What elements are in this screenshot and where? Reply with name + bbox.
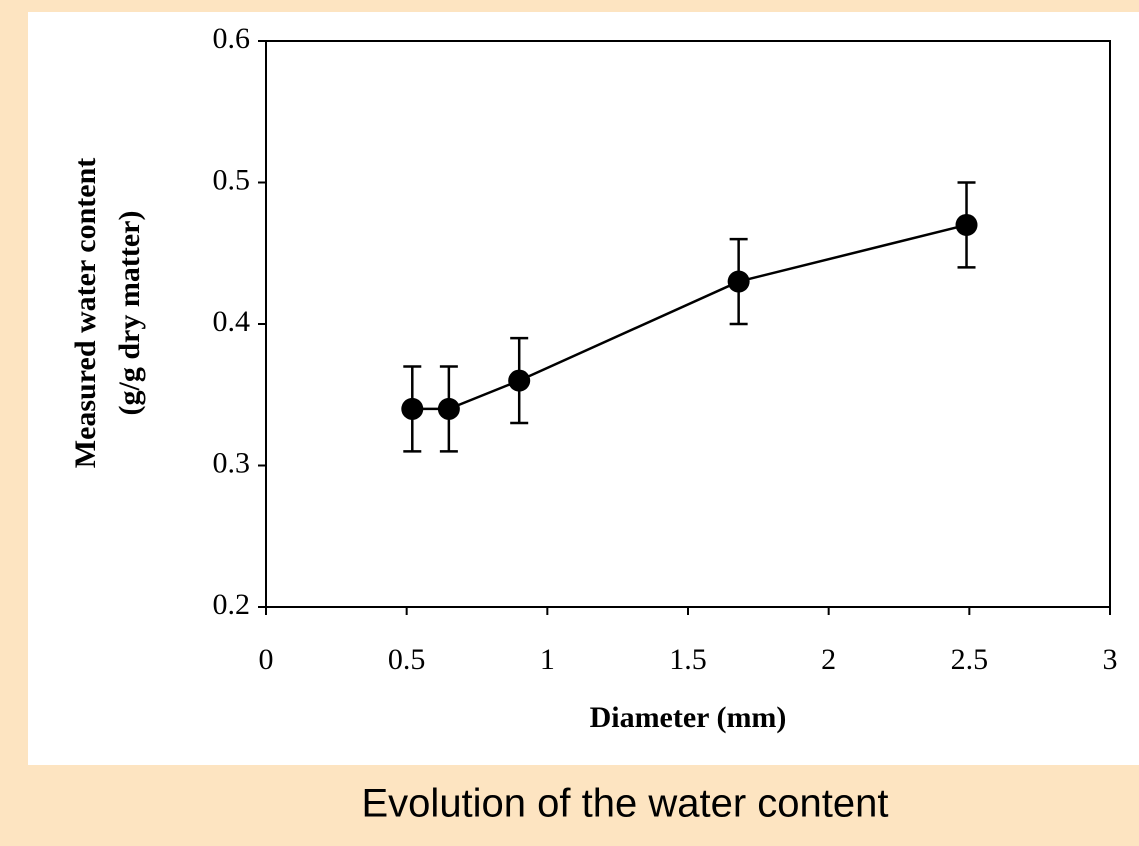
- x-tick-label: 3: [1103, 643, 1118, 676]
- x-tick-label: 2.5: [951, 643, 989, 676]
- data-point: [508, 369, 531, 392]
- y-axis-label: (g/g dry matter): [113, 211, 146, 416]
- data-point: [955, 213, 978, 236]
- x-tick-label: 0.5: [388, 643, 426, 676]
- caption: Evolution of the water content: [362, 782, 889, 826]
- x-axis-label: Diameter (mm): [590, 701, 787, 734]
- y-axis-label: Measured water content: [69, 158, 102, 469]
- x-tick-label: 0: [259, 643, 274, 676]
- y-tick-label: 0.3: [213, 446, 251, 479]
- data-point: [401, 397, 424, 420]
- x-tick-label: 1.5: [669, 643, 707, 676]
- data-point: [437, 397, 460, 420]
- y-tick-label: 0.5: [213, 163, 251, 196]
- y-tick-label: 0.4: [213, 305, 251, 338]
- y-tick-label: 0.6: [213, 22, 251, 55]
- y-tick-label: 0.2: [213, 588, 251, 621]
- x-tick-label: 2: [821, 643, 836, 676]
- panel: [28, 12, 1139, 765]
- data-point: [727, 270, 750, 293]
- x-tick-label: 1: [540, 643, 555, 676]
